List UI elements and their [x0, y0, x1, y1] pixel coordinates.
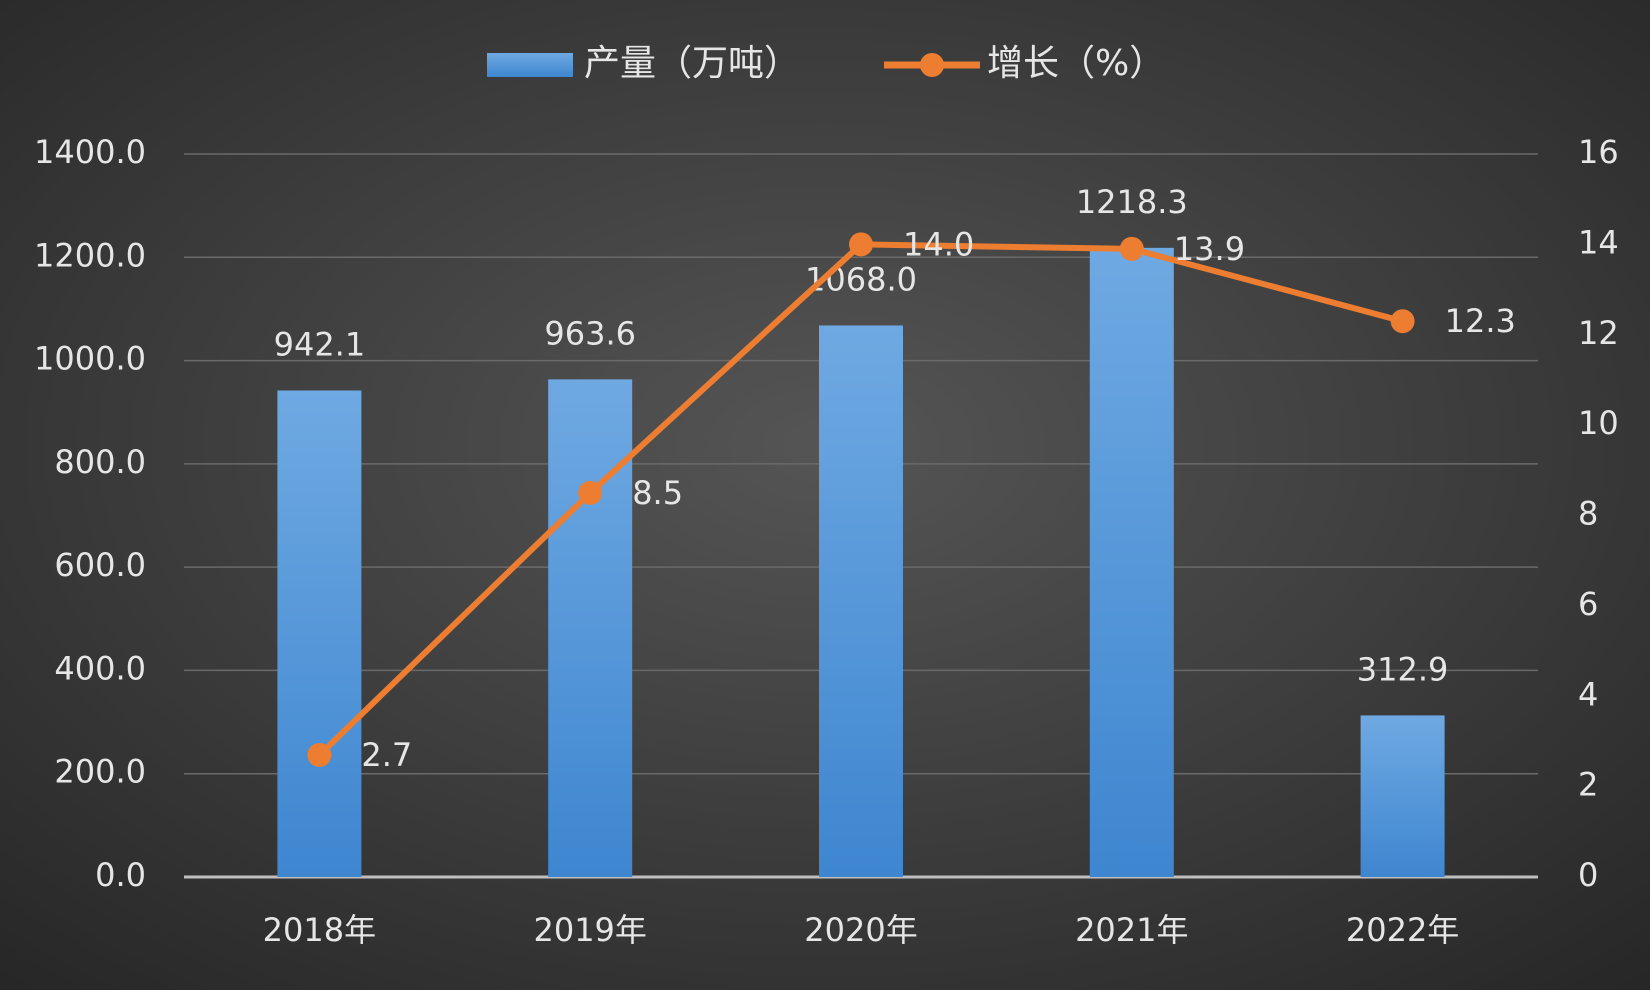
line-marker [1390, 309, 1415, 334]
line-marker [1119, 236, 1144, 261]
bar [277, 390, 362, 877]
y-tick-label: 1200.0 [34, 236, 146, 274]
line-value-label: 2.7 [361, 736, 412, 774]
bar-value-label: 942.1 [274, 325, 366, 363]
legend-label: 增长（%） [987, 43, 1165, 84]
x-tick-label: 2021年 [1075, 911, 1188, 949]
y2-tick-label: 14 [1578, 223, 1619, 261]
x-tick-label: 2020年 [804, 911, 917, 949]
y2-tick-label: 8 [1578, 495, 1598, 533]
bar [819, 325, 903, 877]
y-tick-label: 1000.0 [34, 340, 146, 378]
line-marker [849, 232, 873, 257]
y-tick-label: 600.0 [54, 546, 146, 584]
bar [1089, 247, 1174, 877]
line-marker [578, 480, 603, 505]
y2-tick-label: 10 [1578, 404, 1619, 442]
bar-value-label: 1218.3 [1076, 183, 1188, 221]
bar [548, 379, 633, 877]
legend-swatch-marker [920, 53, 944, 77]
y-tick-label: 200.0 [54, 753, 146, 791]
line-value-label: 14.0 [903, 225, 974, 263]
y2-tick-label: 0 [1578, 856, 1598, 894]
legend-swatch [487, 53, 573, 77]
y2-tick-label: 6 [1578, 585, 1598, 623]
line-marker [307, 742, 332, 767]
bar-value-label: 312.9 [1357, 650, 1449, 688]
line-value-label: 12.3 [1445, 302, 1516, 340]
y2-tick-label: 2 [1578, 766, 1598, 804]
bar [1360, 715, 1445, 877]
y-tick-label: 1400.0 [34, 133, 146, 171]
bar-value-label: 963.6 [544, 314, 636, 352]
y2-tick-label: 12 [1578, 314, 1619, 352]
line-value-label: 13.9 [1174, 230, 1245, 268]
x-tick-label: 2019年 [533, 911, 646, 949]
legend-label: 产量（万吨） [584, 43, 800, 84]
y2-tick-label: 16 [1578, 133, 1619, 171]
x-tick-label: 2022年 [1346, 911, 1459, 949]
y-tick-label: 0.0 [95, 856, 146, 894]
y2-tick-label: 4 [1578, 675, 1598, 713]
x-tick-label: 2018年 [263, 911, 376, 949]
y-tick-label: 400.0 [54, 649, 146, 687]
line-value-label: 8.5 [632, 474, 683, 512]
y-tick-label: 800.0 [54, 443, 146, 481]
